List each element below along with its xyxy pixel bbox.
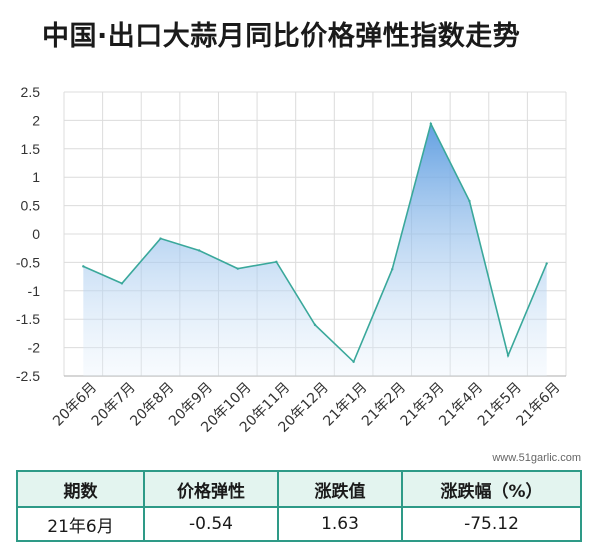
series-line-group xyxy=(82,121,548,364)
chart-title: 中国·出口大蒜月同比价格弹性指数走势 xyxy=(42,21,521,52)
line-area-chart: 2.5 2 1.5 1 0.5 0 -0.5 -1 -1.5 -2 -2.5 20年6月20年7月2… xyxy=(16,84,567,436)
table-header-row: 期数 价格弹性 涨跌值 涨跌幅（%） xyxy=(16,470,582,508)
data-point xyxy=(159,237,162,240)
y-tick-label: 0 xyxy=(32,226,40,242)
watermark: www.51garlic.com xyxy=(492,452,581,464)
cell-elasticity: -0.54 xyxy=(143,506,279,542)
data-point xyxy=(313,323,317,327)
y-tick-label: 1.5 xyxy=(21,141,41,157)
data-point xyxy=(236,267,239,270)
cell-change-percent: -75.12 xyxy=(401,506,582,542)
y-tick-label: 2 xyxy=(32,112,40,128)
data-point xyxy=(352,360,355,363)
column-header-change-value: 涨跌值 xyxy=(277,470,403,508)
column-header-period: 期数 xyxy=(16,470,145,508)
data-point xyxy=(545,262,548,265)
y-tick-label: -0.5 xyxy=(16,254,40,270)
data-point xyxy=(82,265,85,268)
data-point xyxy=(275,260,278,264)
data-point xyxy=(391,268,394,271)
y-tick-label: 1 xyxy=(32,169,40,185)
stats-table: 期数 价格弹性 涨跌值 涨跌幅（%） 21年6月 -0.54 1.63 -75.… xyxy=(16,470,582,542)
y-tick-label: 2.5 xyxy=(21,84,41,100)
column-header-elasticity: 价格弹性 xyxy=(143,470,279,508)
cell-period: 21年6月 xyxy=(16,506,145,542)
series-area xyxy=(83,123,547,376)
column-header-change-percent: 涨跌幅（%） xyxy=(401,470,582,508)
data-point xyxy=(197,249,201,252)
y-axis-ticks: 2.5 2 1.5 1 0.5 0 -0.5 -1 -1.5 -2 -2.5 xyxy=(16,84,40,384)
table-row: 21年6月 -0.54 1.63 -75.12 xyxy=(16,506,582,542)
y-tick-label: -2.5 xyxy=(16,368,40,384)
cell-change-value: 1.63 xyxy=(277,506,403,542)
x-axis-ticks: 20年6月20年7月20年8月20年9月20年10月20年11月20年12月21… xyxy=(50,380,563,436)
y-tick-label: -1.5 xyxy=(16,311,40,327)
y-tick-label: 0.5 xyxy=(21,198,41,214)
y-tick-label: -2 xyxy=(28,340,41,356)
data-point xyxy=(429,122,433,126)
series-area-fill xyxy=(83,123,547,376)
data-point xyxy=(120,282,124,285)
y-tick-label: -1 xyxy=(28,283,41,299)
data-point xyxy=(468,199,471,203)
data-point xyxy=(506,354,510,357)
